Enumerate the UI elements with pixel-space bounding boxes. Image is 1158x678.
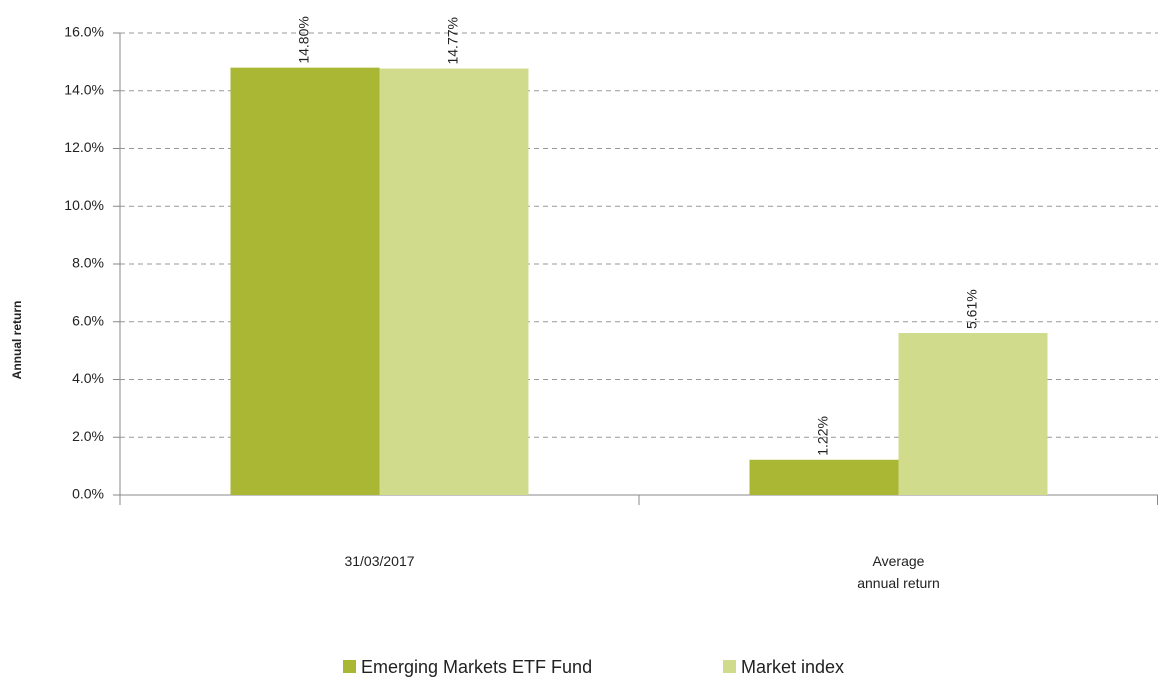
x-tick-label: 31/03/2017 xyxy=(344,553,415,569)
bar xyxy=(749,459,899,495)
y-tick-label: 14.0% xyxy=(64,81,104,97)
data-label: 5.61% xyxy=(964,289,980,329)
x-tick-label: Average annual return xyxy=(857,553,940,591)
y-axis-label: Annual return xyxy=(10,301,24,380)
y-tick-label: 12.0% xyxy=(64,139,104,155)
legend-swatch xyxy=(723,660,736,673)
bar xyxy=(379,68,529,496)
y-tick-label: 0.0% xyxy=(72,486,104,502)
y-tick-label: 8.0% xyxy=(72,255,104,271)
legend-label: Market index xyxy=(741,657,844,677)
y-tick-label: 6.0% xyxy=(72,312,104,328)
y-tick-label: 16.0% xyxy=(64,24,104,40)
data-label: 1.22% xyxy=(815,416,831,456)
y-tick-label: 2.0% xyxy=(72,428,104,444)
legend-swatch xyxy=(343,660,356,673)
data-label: 14.80% xyxy=(296,16,312,63)
data-label: 14.77% xyxy=(445,17,461,64)
y-tick-label: 10.0% xyxy=(64,197,104,213)
legend-label: Emerging Markets ETF Fund xyxy=(361,657,592,677)
bar xyxy=(898,333,1048,495)
bar xyxy=(230,67,380,496)
y-tick-label: 4.0% xyxy=(72,370,104,386)
